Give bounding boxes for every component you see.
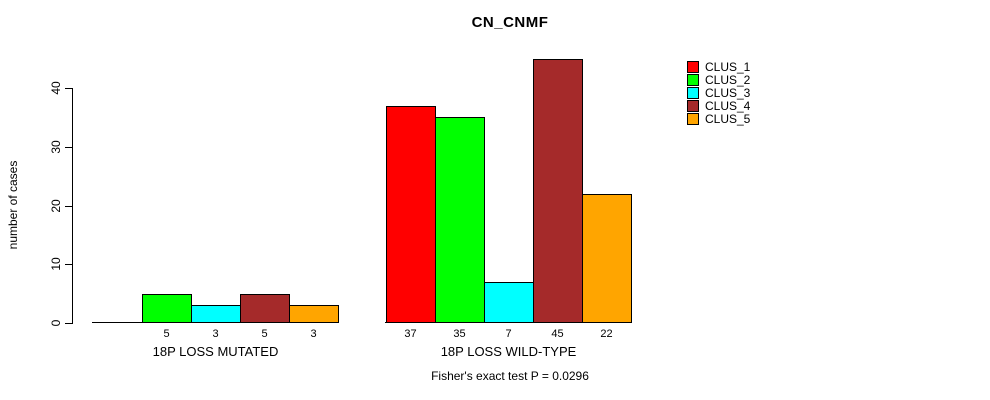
chart-title: CN_CNMF	[471, 14, 549, 31]
legend-item-clus_1: CLUS_1	[687, 59, 751, 74]
bar-clus_4-wildtype	[533, 59, 583, 323]
y-tick-mark	[65, 206, 72, 207]
bar-value-label: 22	[600, 328, 613, 340]
bar-value-label: 35	[453, 328, 466, 340]
y-tick-label: 30	[49, 140, 63, 154]
legend-label: CLUS_3	[705, 85, 751, 100]
y-tick-mark	[65, 147, 72, 148]
legend-swatch-clus_3	[687, 86, 699, 99]
fisher-test-annotation: Fisher's exact test P = 0.0296	[431, 369, 589, 383]
legend-swatch-clus_4	[687, 99, 699, 112]
bar-value-label: 5	[261, 328, 268, 340]
legend-label: CLUS_5	[705, 111, 751, 126]
bar-value-label: 3	[310, 328, 317, 340]
bar-clus_3-wildtype	[484, 282, 534, 323]
bar-clus_5-mutated	[289, 305, 339, 323]
legend-swatch-clus_1	[687, 60, 699, 73]
bar-clus_4-mutated	[240, 294, 290, 323]
bar-value-label: 37	[404, 328, 417, 340]
y-tick-label: 10	[49, 257, 63, 271]
legend-item-clus_3: CLUS_3	[687, 85, 751, 100]
legend-label: CLUS_2	[705, 72, 751, 87]
y-tick-label: 20	[49, 199, 63, 213]
legend-swatch-clus_5	[687, 112, 699, 125]
bar-value-label: 45	[551, 328, 564, 340]
legend-item-clus_4: CLUS_4	[687, 98, 751, 113]
y-tick-mark	[65, 264, 72, 265]
bar-clus_2-mutated	[142, 294, 192, 323]
category-label: 18P LOSS MUTATED	[152, 344, 279, 359]
category-label: 18P LOSS WILD-TYPE	[440, 344, 577, 359]
legend-label: CLUS_1	[705, 59, 751, 74]
legend-label: CLUS_4	[705, 98, 751, 113]
y-tick-mark	[65, 323, 72, 324]
y-axis-line	[72, 88, 73, 324]
legend-item-clus_2: CLUS_2	[687, 72, 751, 87]
bar-value-label: 3	[212, 328, 219, 340]
legend-swatch-clus_2	[687, 73, 699, 86]
bar-clus_2-wildtype	[435, 117, 485, 323]
bar-value-label: 5	[163, 328, 170, 340]
legend: CLUS_1 CLUS_2 CLUS_3 CLUS_4 CLUS_5	[687, 59, 751, 126]
legend-item-clus_5: CLUS_5	[687, 111, 751, 126]
bar-clus_5-wildtype	[582, 194, 632, 323]
bar-clus_1-wildtype	[386, 106, 436, 323]
y-tick-label: 0	[49, 319, 63, 327]
bar-value-label: 7	[505, 328, 512, 340]
y-tick-mark	[65, 88, 72, 89]
y-tick-label: 40	[49, 81, 63, 95]
bar-clus_3-mutated	[191, 305, 241, 323]
